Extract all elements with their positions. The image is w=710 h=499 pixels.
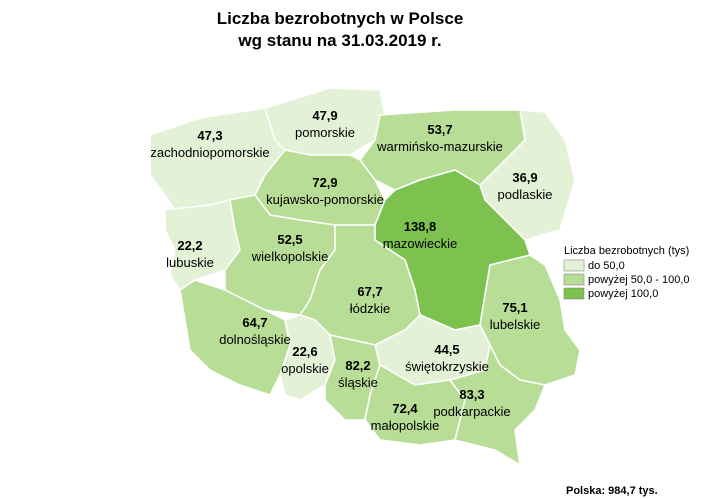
region-name: lubelskie: [490, 317, 541, 332]
title: wg stanu na 31.03.2019 r.: [237, 31, 441, 50]
region-name: warmińsko-mazurskie: [376, 139, 503, 154]
region: [264, 87, 386, 156]
region-value: 82,2: [345, 358, 370, 373]
legend-swatch: [563, 259, 585, 272]
region-value: 47,9: [312, 108, 337, 123]
region-value: 67,7: [357, 284, 382, 299]
title: Liczba bezrobotnych w Polsce: [217, 9, 464, 28]
regions: [149, 87, 581, 466]
region-name: małopolskie: [371, 418, 440, 433]
region-value: 44,5: [434, 342, 459, 357]
region-value: 47,3: [197, 128, 222, 143]
region-name: podlaskie: [498, 187, 553, 202]
legend-title: Liczba bezrobotnych (tys): [564, 245, 689, 257]
region-name: zachodniopomorskie: [150, 145, 269, 160]
region-value: 64,7: [242, 315, 267, 330]
region-value: 22,6: [292, 344, 317, 359]
region-name: śląskie: [338, 375, 378, 390]
region-name: kujawsko-pomorskie: [266, 192, 384, 207]
region-name: pomorskie: [295, 125, 355, 140]
region-name: łódzkie: [350, 301, 390, 316]
region-name: lubuskie: [166, 255, 214, 270]
legend-label: do 50,0: [588, 260, 625, 272]
legend: do 50,0 powyżej 50,0 - 100,0 powyżej 100,0: [563, 259, 690, 300]
region-value: 52,5: [277, 232, 302, 247]
region-value: 83,3: [459, 387, 484, 402]
legend-swatch: [563, 287, 585, 300]
labels: 47,3 zachodniopomorskie 47,9 pomorskie 53,7 w…: [150, 108, 552, 433]
region: [164, 199, 241, 291]
legend-label: powyżej 50,0 - 100,0: [588, 274, 690, 286]
region-value: 75,1: [502, 300, 527, 315]
region-name: opolskie: [281, 361, 329, 376]
region-value: 36,9: [512, 170, 537, 185]
region-value: 72,4: [392, 401, 418, 416]
region-value: 72,9: [312, 175, 337, 190]
region-name: świętokrzyskie: [405, 359, 489, 374]
region-name: wielkopolskie: [251, 249, 329, 264]
legend-label: powyżej 100,0: [588, 288, 658, 300]
region-value: 138,8: [404, 219, 437, 234]
region-name: mazowieckie: [383, 236, 457, 251]
region-value: 22,2: [177, 238, 202, 253]
region-value: 53,7: [427, 122, 452, 137]
region-name: podkarpackie: [433, 404, 510, 419]
legend-swatch: [563, 273, 585, 286]
region: [449, 344, 546, 466]
footer: Polska: 984,7 tys.: [566, 485, 658, 497]
region-name: dolnośląskie: [219, 332, 291, 347]
